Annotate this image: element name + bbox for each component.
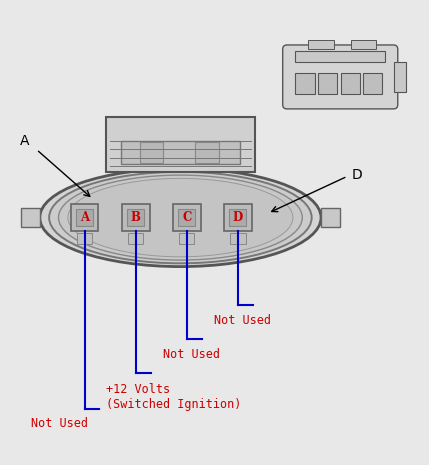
Text: Not Used: Not Used: [31, 417, 88, 430]
Bar: [122, 204, 149, 232]
Bar: [308, 40, 334, 49]
Bar: [128, 233, 143, 244]
Bar: [77, 233, 92, 244]
Text: A: A: [80, 211, 89, 224]
Bar: [321, 208, 340, 227]
Bar: [318, 73, 337, 94]
Bar: [341, 73, 360, 94]
Bar: [178, 209, 195, 226]
Ellipse shape: [40, 169, 321, 266]
Text: +12 Volts
(Switched Ignition): +12 Volts (Switched Ignition): [106, 383, 241, 411]
Bar: [230, 233, 246, 244]
Bar: [127, 209, 144, 226]
Text: D: D: [233, 211, 243, 224]
Bar: [173, 204, 201, 232]
Bar: [71, 204, 98, 232]
Bar: [21, 208, 40, 227]
Ellipse shape: [68, 179, 293, 257]
Text: Not Used: Not Used: [163, 348, 221, 361]
Bar: [140, 142, 163, 164]
Bar: [195, 142, 219, 164]
Bar: [179, 233, 194, 244]
Ellipse shape: [49, 172, 312, 263]
Bar: [121, 141, 240, 164]
Bar: [351, 40, 377, 49]
FancyBboxPatch shape: [283, 45, 398, 109]
Bar: [296, 51, 385, 62]
Bar: [230, 209, 247, 226]
Text: Not Used: Not Used: [214, 314, 272, 327]
Bar: [224, 204, 252, 232]
Text: B: B: [131, 211, 141, 224]
Bar: [296, 73, 314, 94]
Bar: [363, 73, 382, 94]
Bar: [106, 117, 255, 172]
Bar: [76, 209, 93, 226]
Text: D: D: [352, 168, 363, 182]
Text: A: A: [20, 134, 30, 148]
Ellipse shape: [58, 175, 302, 260]
Bar: [393, 62, 406, 92]
Text: C: C: [182, 211, 191, 224]
